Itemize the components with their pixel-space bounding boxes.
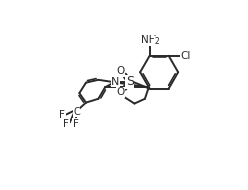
Text: NH: NH	[141, 35, 156, 45]
Text: S: S	[126, 75, 134, 88]
Text: F: F	[59, 110, 65, 120]
Text: Cl: Cl	[180, 51, 190, 61]
Text: O: O	[116, 87, 124, 97]
Text: F: F	[73, 119, 78, 129]
Text: O: O	[116, 66, 124, 76]
Text: N: N	[111, 77, 120, 87]
Text: C: C	[73, 107, 80, 117]
Text: 2: 2	[155, 37, 160, 46]
Text: F: F	[63, 119, 69, 129]
